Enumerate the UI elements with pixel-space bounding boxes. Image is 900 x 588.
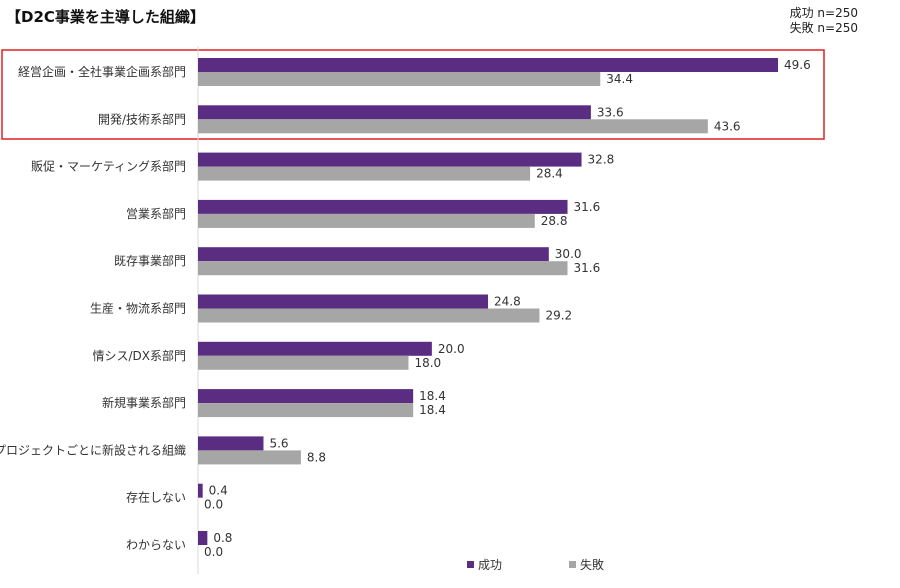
value-label-failure: 28.8 <box>541 214 568 228</box>
value-label-failure: 28.4 <box>536 167 563 181</box>
legend-failure-swatch <box>569 561 576 568</box>
value-label-success: 24.8 <box>494 295 521 309</box>
value-label-failure: 0.0 <box>204 545 223 559</box>
value-label-failure: 29.2 <box>545 309 572 323</box>
bar-success <box>198 58 778 72</box>
chart-title: 【D2C事業を主導した組織】 <box>6 8 205 26</box>
value-label-failure: 31.6 <box>574 261 601 275</box>
value-label-failure: 0.0 <box>204 498 223 512</box>
value-label-failure: 43.6 <box>714 119 741 133</box>
bar-failure <box>198 213 535 228</box>
category-label: 開発/技術系部門 <box>98 111 186 126</box>
value-label-failure: 18.0 <box>414 356 441 370</box>
legend-failure-label: 失敗 <box>580 557 604 572</box>
category-label: わからない <box>126 538 186 552</box>
value-label-success: 20.0 <box>438 342 465 356</box>
value-label-success: 33.6 <box>597 105 624 119</box>
bar-failure <box>198 308 540 323</box>
bar-failure <box>198 119 708 134</box>
bar-success <box>198 531 208 545</box>
bar-success <box>198 483 203 498</box>
value-label-success: 30.0 <box>555 247 582 261</box>
bar-success <box>198 389 414 404</box>
legend-success-swatch <box>467 561 474 568</box>
legend-success-label: 成功 <box>478 558 502 572</box>
value-label-success: 5.6 <box>269 436 288 450</box>
bar-success <box>198 294 488 309</box>
value-label-success: 31.6 <box>574 200 601 214</box>
bar-success <box>198 341 432 356</box>
sample-size-success: 成功 n=250 <box>789 6 858 20</box>
bar-success <box>198 152 582 167</box>
category-label: 新規事業系部門 <box>102 395 186 410</box>
bar-failure <box>198 403 414 418</box>
bar-failure <box>198 72 601 86</box>
value-label-success: 32.8 <box>588 153 615 167</box>
category-label: 情シス/DX系部門 <box>92 348 186 363</box>
bar-success <box>198 247 549 262</box>
category-label: 既存事業部門 <box>114 253 186 268</box>
value-label-success: 0.8 <box>213 531 232 545</box>
bar-success <box>198 199 568 214</box>
bar-success <box>198 436 264 451</box>
value-label-success: 18.4 <box>419 389 446 403</box>
value-label-failure: 18.4 <box>419 403 446 417</box>
category-label: 経営企画・全社事業企画系部門 <box>18 64 186 79</box>
category-label: プロジェクトごとに新設される組織 <box>0 442 186 457</box>
highlight-box <box>1 49 825 140</box>
sample-size-note: 成功 n=250 失敗 n=250 <box>790 6 858 36</box>
value-label-success: 49.6 <box>784 58 811 72</box>
bar-failure <box>198 355 409 370</box>
bar-failure <box>198 450 301 465</box>
value-label-failure: 34.4 <box>606 72 633 86</box>
bar-failure <box>198 166 531 181</box>
value-label-failure: 8.8 <box>307 450 326 464</box>
category-label: 存在しない <box>126 491 186 505</box>
category-label: 販促・マーケティング系部門 <box>31 159 186 174</box>
sample-size-failure: 失敗 n=250 <box>789 21 858 35</box>
category-label: 営業系部門 <box>126 206 186 221</box>
value-label-success: 0.4 <box>209 484 228 498</box>
bar-failure <box>198 261 568 276</box>
category-label: 生産・物流系部門 <box>90 301 186 316</box>
bar-success <box>198 105 591 120</box>
